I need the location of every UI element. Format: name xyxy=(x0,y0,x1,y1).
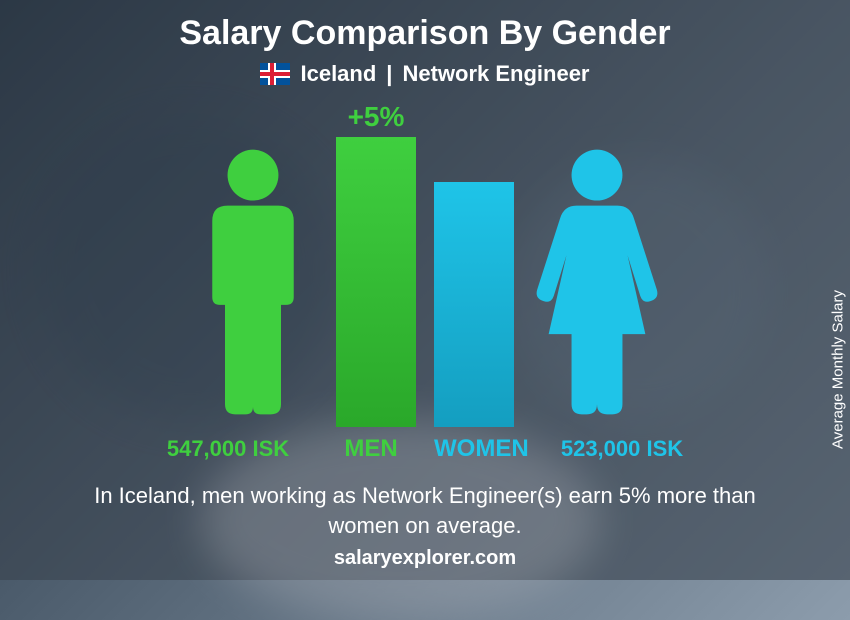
men-bar xyxy=(336,137,416,427)
male-icon xyxy=(188,142,318,427)
women-bar-wrap xyxy=(434,97,514,427)
separator: | xyxy=(386,61,392,87)
subtitle: Iceland | Network Engineer xyxy=(260,61,589,87)
page-title: Salary Comparison By Gender xyxy=(179,14,670,53)
country-label: Iceland xyxy=(300,61,376,87)
y-axis-label: Average Monthly Salary xyxy=(830,290,847,449)
men-salary: 547,000 ISK xyxy=(148,436,308,462)
delta-label: +5% xyxy=(348,101,405,133)
men-bar-wrap: +5% xyxy=(336,97,416,427)
female-icon xyxy=(532,142,662,427)
men-label: MEN xyxy=(326,435,416,463)
chart: +5% xyxy=(188,97,662,427)
footer-link[interactable]: salaryexplorer.com xyxy=(334,547,516,570)
description-text: In Iceland, men working as Network Engin… xyxy=(65,481,785,540)
women-bar xyxy=(434,182,514,427)
role-label: Network Engineer xyxy=(402,61,589,87)
women-label: WOMEN xyxy=(434,435,524,463)
women-salary: 523,000 ISK xyxy=(542,436,702,462)
labels-row: 547,000 ISK MEN WOMEN 523,000 ISK xyxy=(0,435,850,463)
iceland-flag-icon xyxy=(260,63,290,85)
